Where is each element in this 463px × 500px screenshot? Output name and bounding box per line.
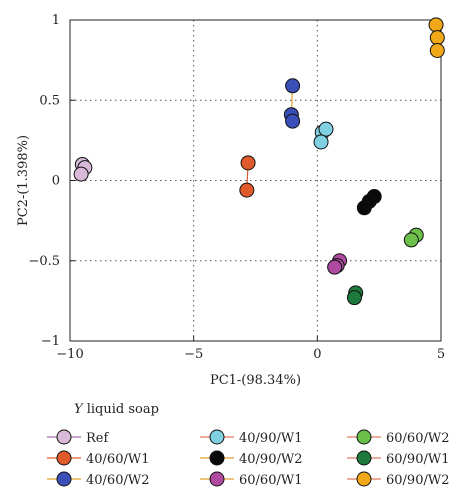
legend-label: 40/90/W2	[239, 452, 302, 467]
legend-item: 40/90/W2	[200, 450, 302, 467]
data-point	[318, 121, 334, 137]
legend-label: 60/90/W1	[386, 452, 449, 467]
series-60-60-w2	[403, 227, 424, 248]
data-point	[356, 200, 372, 216]
series-40-60-w1	[239, 155, 256, 198]
legend-label: 40/60/W2	[86, 473, 149, 488]
legend-item: 60/90/W1	[347, 450, 449, 467]
legend-item: 40/90/W1	[200, 429, 302, 446]
data-point	[428, 17, 444, 33]
data-point	[285, 78, 301, 94]
legend-item: Ref	[47, 429, 109, 446]
y-tick-label: 1	[52, 13, 60, 28]
legend-label: Ref	[86, 431, 109, 446]
y-tick-label: 0.5	[39, 93, 60, 108]
legend-title: Y liquid soap	[74, 402, 159, 417]
y-tick-label: −0.5	[28, 254, 60, 269]
y-tick-label: −1	[41, 334, 60, 349]
legend-item: 40/60/W1	[47, 450, 149, 467]
series-ref	[73, 156, 93, 182]
legend-label: 40/90/W1	[239, 431, 302, 446]
legend-title-symbol: Y	[74, 402, 84, 417]
legend-item: 40/60/W2	[47, 471, 149, 488]
data-point	[240, 155, 256, 171]
data-point	[285, 113, 301, 129]
legend-item: 60/60/W1	[200, 471, 302, 488]
legend-marker	[356, 471, 372, 487]
legend-label: 60/60/W1	[239, 473, 302, 488]
legend-marker	[209, 429, 225, 445]
series-40-60-w2	[283, 78, 301, 129]
data-point	[346, 290, 362, 306]
legend-item: 60/90/W2	[347, 471, 449, 488]
legend-marker	[209, 471, 225, 487]
legend-title-text: liquid soap	[83, 402, 159, 417]
data-point	[313, 134, 329, 150]
data-points	[73, 17, 445, 306]
series-60-60-w1	[327, 253, 348, 275]
x-tick-label: −10	[56, 347, 83, 362]
axis-ticks: −10 −5 0 5 −1 −0.5 0 0.5 1	[28, 13, 445, 362]
data-point	[429, 30, 445, 46]
y-tick-label: 0	[52, 174, 60, 189]
x-axis-label: PC1-(98.34%)	[210, 373, 301, 388]
legend: Ref 40/60/W1 40/60/W2 40/90/W1 40/90/W2 60/60…	[47, 429, 449, 488]
legend-marker	[209, 450, 225, 466]
series-40-90-w1	[313, 121, 334, 150]
data-point	[327, 259, 343, 275]
data-point	[239, 182, 255, 198]
grid-lines	[70, 20, 441, 341]
legend-marker	[56, 450, 72, 466]
legend-label: 60/90/W2	[386, 473, 449, 488]
legend-marker	[56, 429, 72, 445]
x-tick-label: 5	[437, 347, 445, 362]
x-tick-label: −5	[184, 347, 203, 362]
x-tick-label: 0	[313, 347, 321, 362]
legend-marker	[56, 471, 72, 487]
data-point	[429, 42, 445, 58]
legend-marker	[356, 450, 372, 466]
legend-marker	[356, 429, 372, 445]
legend-label: 60/60/W2	[386, 431, 449, 446]
legend-item: 60/60/W2	[347, 429, 449, 446]
legend-label: 40/60/W1	[86, 452, 149, 467]
series-40-90-w2	[356, 189, 382, 216]
series-60-90-w1	[346, 285, 364, 306]
y-axis-label: PC2-(1.398%)	[16, 135, 31, 226]
series-60-90-w2	[428, 17, 445, 58]
data-point	[73, 166, 89, 182]
data-point	[403, 232, 419, 248]
